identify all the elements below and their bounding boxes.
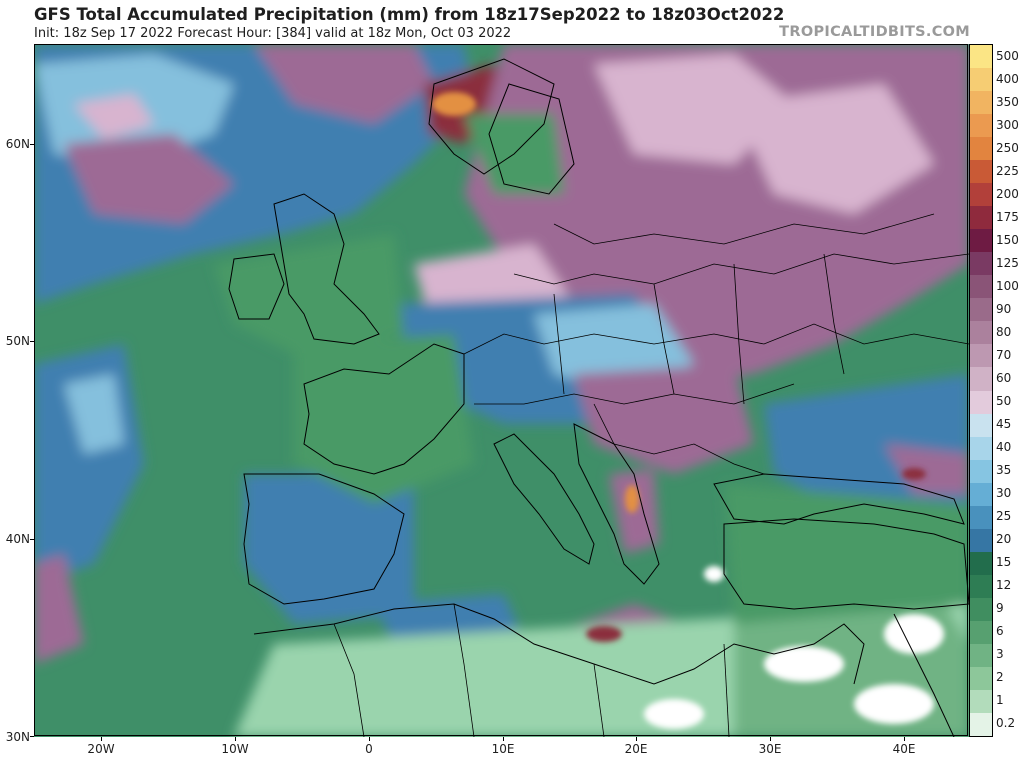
colorbar-label: 225: [996, 163, 1019, 178]
colorbar-label: 350: [996, 94, 1019, 109]
chart-title: GFS Total Accumulated Precipitation (mm)…: [34, 5, 785, 24]
colorbar-label: 15: [996, 555, 1012, 570]
colorbar-label: 500: [996, 48, 1019, 63]
precip-highlights: [432, 92, 944, 729]
lat-label-40n: 40N: [5, 532, 30, 546]
source-watermark[interactable]: TROPICALTIDBITS.COM: [779, 24, 970, 40]
colorbar-label: 125: [996, 255, 1019, 270]
colorbar-segment: [970, 114, 992, 138]
colorbar-label: 150: [996, 232, 1019, 247]
lon-tick-10e: [503, 737, 504, 741]
precip-field: [34, 44, 969, 737]
colorbar-segment: [970, 275, 992, 299]
lat-tick-60n: [30, 144, 34, 145]
colorbar-segment: [970, 413, 992, 438]
colorbar-segment: [970, 620, 992, 645]
colorbar-label: 40: [996, 440, 1012, 455]
colorbar-segment: [970, 643, 992, 668]
lat-tick-30n: [30, 736, 34, 737]
coastlines: [228, 58, 969, 737]
lat-label-30n: 30N: [5, 730, 30, 744]
precipitation-map[interactable]: [34, 44, 969, 737]
lon-label-10w: 10W: [221, 742, 249, 756]
colorbar-segment: [970, 160, 992, 184]
colorbar-label: 200: [996, 186, 1019, 201]
colorbar-label: 1: [996, 693, 1004, 708]
lon-tick-30e: [770, 737, 771, 741]
lon-tick-0: [369, 737, 370, 741]
colorbar-segment: [970, 137, 992, 161]
lat-label-60n: 60N: [5, 137, 30, 151]
colorbar-segment: [970, 183, 992, 207]
colorbar-segment: [970, 298, 992, 322]
colorbar-label: 400: [996, 71, 1019, 86]
colorbar-label: 0.2: [996, 716, 1016, 731]
colorbar-label: 50: [996, 394, 1012, 409]
colorbar-segment: [970, 68, 992, 92]
lon-label-10e: 10E: [491, 742, 515, 756]
colorbar-label: 90: [996, 301, 1012, 316]
colorbar-label: 2: [996, 670, 1004, 685]
colorbar-segment: [970, 390, 992, 415]
colorbar-segment: [970, 252, 992, 276]
colorbar-segment: [970, 229, 992, 253]
colorbar-label: 6: [996, 624, 1004, 639]
colorbar-segment: [970, 367, 992, 391]
lon-label-40e: 40E: [892, 742, 916, 756]
colorbar-segment: [970, 206, 992, 230]
colorbar-label: 60: [996, 370, 1012, 385]
colorbar-segment: [970, 91, 992, 115]
precip-colorbar: [969, 44, 993, 737]
lat-tick-40n: [30, 539, 34, 540]
lon-label-20w: 20W: [87, 742, 115, 756]
colorbar-label: 70: [996, 347, 1012, 362]
colorbar-segment: [970, 321, 992, 345]
lon-label-20e: 20E: [624, 742, 648, 756]
colorbar-segment: [970, 597, 992, 622]
colorbar-label: 20: [996, 532, 1012, 547]
colorbar-segment: [970, 574, 992, 599]
map-canvas: [34, 44, 969, 737]
colorbar-segment: [970, 45, 992, 69]
colorbar-label: 9: [996, 601, 1004, 616]
lon-tick-20e: [636, 737, 637, 741]
colorbar-label: 35: [996, 463, 1012, 478]
country-borders: [333, 213, 969, 737]
colorbar-segment: [970, 505, 992, 530]
colorbar-label: 12: [996, 578, 1012, 593]
colorbar-segment: [970, 528, 992, 553]
colorbar-label: 30: [996, 486, 1012, 501]
colorbar-label: 175: [996, 209, 1019, 224]
colorbar-segment: [970, 344, 992, 368]
colorbar-segment: [970, 712, 992, 737]
colorbar-label: 300: [996, 117, 1019, 132]
colorbar-segment: [970, 551, 992, 576]
colorbar-label: 3: [996, 647, 1004, 662]
lon-tick-40e: [904, 737, 905, 741]
colorbar-segment: [970, 482, 992, 507]
lat-tick-50n: [30, 341, 34, 342]
colorbar-label: 250: [996, 140, 1019, 155]
colorbar-segment: [970, 459, 992, 484]
chart-subtitle: Init: 18z Sep 17 2022 Forecast Hour: [38…: [34, 26, 512, 41]
colorbar-label: 25: [996, 509, 1012, 524]
colorbar-segment: [970, 666, 992, 691]
colorbar-label: 80: [996, 324, 1012, 339]
lon-tick-10w: [235, 737, 236, 741]
colorbar-label: 100: [996, 278, 1019, 293]
colorbar-label: 45: [996, 417, 1012, 432]
lon-label-0: 0: [365, 742, 373, 756]
lat-label-50n: 50N: [5, 334, 30, 348]
lon-label-30e: 30E: [758, 742, 782, 756]
lon-tick-20w: [101, 737, 102, 741]
colorbar-segment: [970, 436, 992, 461]
colorbar-segment: [970, 689, 992, 714]
